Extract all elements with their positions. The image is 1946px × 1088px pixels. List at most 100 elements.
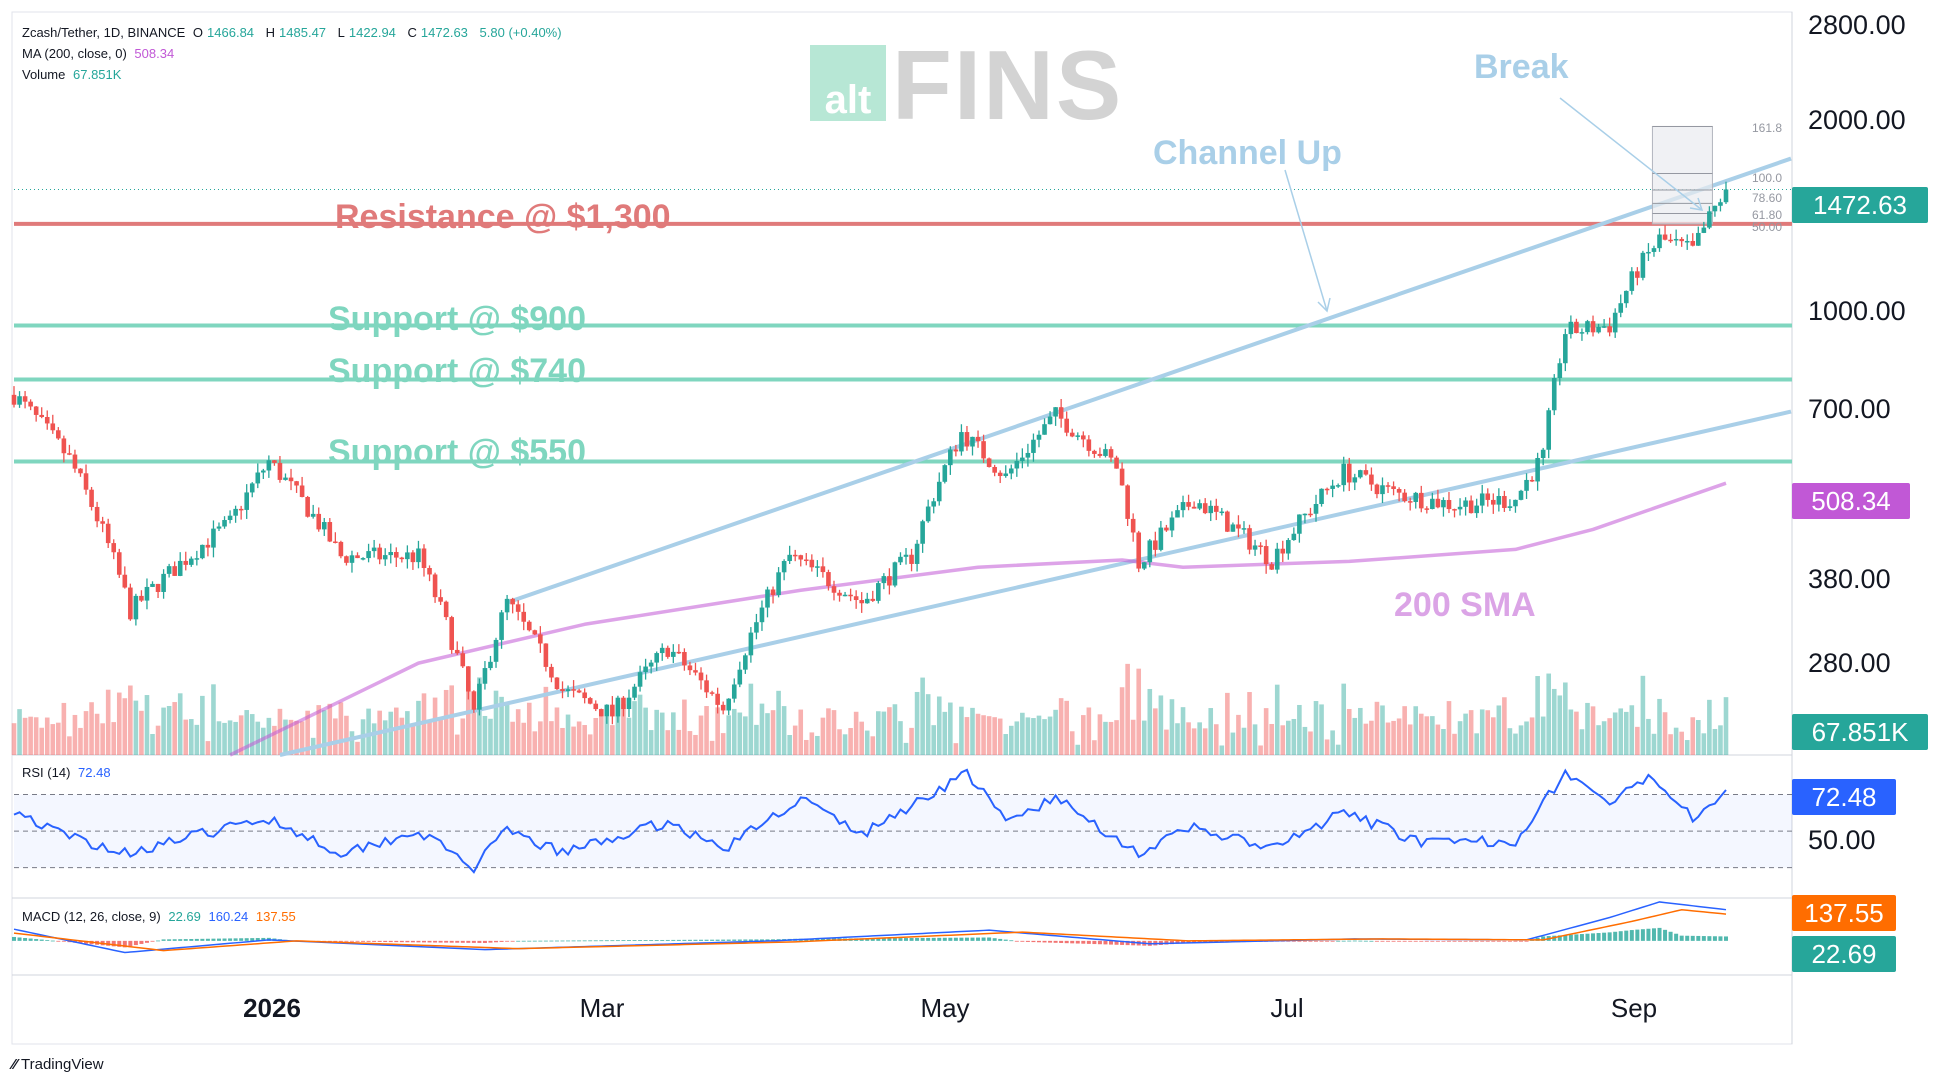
candle-body bbox=[344, 556, 349, 563]
candle-body bbox=[393, 552, 399, 558]
macd-histogram-bar bbox=[494, 940, 499, 943]
tradingview-brand[interactable]: ⁄⁄ TradingView bbox=[12, 1056, 104, 1073]
last-price-tag: 1472.63 bbox=[1792, 187, 1928, 223]
candle-body bbox=[510, 598, 515, 605]
macd-histogram-bar bbox=[1419, 940, 1424, 942]
candle-body bbox=[1463, 500, 1468, 507]
candle-body bbox=[1097, 453, 1103, 456]
volume-bar bbox=[1130, 719, 1136, 755]
candle-body bbox=[44, 417, 50, 424]
volume-bar bbox=[720, 733, 726, 755]
candle-body bbox=[133, 595, 139, 620]
macd-histogram-bar bbox=[1125, 940, 1130, 946]
candle-body bbox=[1430, 498, 1435, 510]
macd-histogram-bar bbox=[1103, 940, 1108, 945]
candle-body bbox=[155, 583, 161, 592]
volume-bar bbox=[903, 742, 909, 755]
volume-bar bbox=[1042, 719, 1047, 755]
candle-body bbox=[992, 466, 997, 473]
candle-body bbox=[28, 401, 33, 407]
volume-bar bbox=[1640, 675, 1646, 755]
candle-body bbox=[56, 430, 61, 439]
macd-histogram-bar bbox=[970, 937, 975, 941]
macd-histogram-bar bbox=[1474, 940, 1479, 942]
resistance-annotation: Resistance @ $1,300 bbox=[335, 198, 671, 236]
candle-body bbox=[643, 666, 648, 673]
volume-bar bbox=[848, 727, 853, 755]
candle-body bbox=[1008, 468, 1014, 474]
candle-body bbox=[1557, 363, 1563, 379]
candle-body bbox=[1391, 486, 1396, 490]
volume-bar bbox=[100, 723, 105, 755]
candle-body bbox=[942, 465, 948, 482]
candle-body bbox=[1003, 473, 1009, 477]
high-value: 1485.47 bbox=[279, 25, 327, 40]
volume-bar bbox=[144, 695, 150, 755]
macd-histogram-bar bbox=[144, 940, 149, 943]
macd-histogram-bar bbox=[1435, 940, 1440, 942]
volume-bar bbox=[1247, 692, 1252, 755]
volume-bar bbox=[1297, 704, 1302, 755]
watermark-alt: alt bbox=[810, 45, 886, 122]
volume-bar bbox=[1623, 711, 1629, 755]
volume-bar bbox=[1374, 701, 1380, 755]
volume-bar bbox=[1535, 676, 1540, 755]
macd-histogram-bar bbox=[1391, 940, 1396, 942]
candle-body bbox=[1141, 562, 1147, 569]
volume-bar bbox=[731, 708, 737, 755]
volume-bar bbox=[1662, 712, 1668, 755]
candle-body bbox=[1324, 488, 1330, 491]
candle-body bbox=[1147, 540, 1153, 563]
macd-histogram-bar bbox=[820, 938, 825, 941]
volume-bar bbox=[78, 727, 83, 755]
macd-histogram-bar bbox=[117, 940, 122, 947]
macd-histogram-bar bbox=[216, 938, 221, 941]
volume-bar bbox=[815, 735, 820, 755]
volume-bar bbox=[914, 691, 920, 755]
candle-body bbox=[615, 697, 621, 717]
macd-histogram-bar bbox=[255, 938, 260, 941]
candle-body bbox=[100, 521, 105, 524]
volume-bar bbox=[1086, 707, 1092, 755]
macd-histogram-bar bbox=[156, 940, 161, 942]
candle-body bbox=[1202, 503, 1208, 514]
volume-bar bbox=[1008, 725, 1014, 755]
macd-histogram-bar bbox=[1197, 940, 1202, 943]
sma-annotation: 200 SMA bbox=[1394, 586, 1536, 624]
volume-bar bbox=[1352, 717, 1358, 755]
candle-body bbox=[1230, 524, 1236, 532]
candle-body bbox=[1369, 474, 1374, 485]
candle-body bbox=[1346, 463, 1352, 483]
candle-body bbox=[876, 583, 881, 601]
volume-bar bbox=[1031, 718, 1036, 755]
macd-histogram-bar bbox=[754, 939, 759, 941]
volume-bar bbox=[1718, 725, 1723, 755]
macd-histogram-bar bbox=[1325, 940, 1330, 942]
candle-body bbox=[1474, 505, 1479, 514]
volume-bar bbox=[1607, 718, 1612, 755]
ma-legend: MA (200, close, 0) 508.34 bbox=[22, 43, 178, 64]
macd-histogram-bar bbox=[1175, 940, 1180, 944]
macd-histogram-bar bbox=[1607, 932, 1612, 941]
macd-histogram-bar bbox=[1568, 934, 1573, 941]
volume-bar bbox=[194, 724, 200, 755]
macd-histogram-bar bbox=[665, 939, 670, 941]
candle-body bbox=[1219, 511, 1225, 514]
macd-histogram-bar bbox=[704, 939, 709, 941]
macd-histogram-bar bbox=[1109, 940, 1114, 945]
volume-bar bbox=[1646, 718, 1651, 755]
volume-bar bbox=[754, 724, 759, 755]
candle-body bbox=[1568, 321, 1574, 335]
macd-histogram-bar bbox=[1574, 934, 1579, 941]
macd-histogram-bar bbox=[1602, 932, 1607, 941]
candle-body bbox=[405, 552, 410, 560]
change-value: 5.80 (+0.40%) bbox=[479, 25, 562, 40]
macd-histogram-bar bbox=[898, 938, 903, 941]
volume-bar bbox=[1308, 731, 1313, 755]
macd-histogram-bar bbox=[892, 938, 897, 941]
time-tick-2026: 2026 bbox=[243, 993, 301, 1023]
volume-bar bbox=[238, 715, 244, 755]
volume-bar bbox=[33, 717, 39, 755]
candle-body bbox=[1551, 378, 1557, 411]
volume-bar bbox=[1407, 724, 1413, 755]
